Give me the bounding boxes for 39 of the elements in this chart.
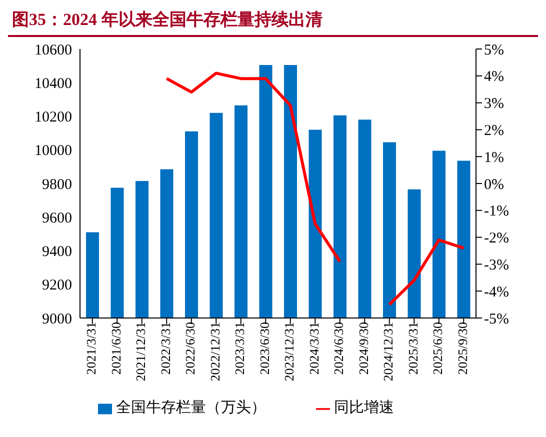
y2-tick-label: 1%: [484, 150, 504, 166]
x-tick-label: 2024/3/31: [306, 322, 322, 375]
legend-label: 同比增速: [334, 400, 394, 416]
x-tick-label: 2025/6/30: [430, 322, 446, 375]
y2-tick-label: -4%: [484, 284, 509, 300]
legend-label: 全国牛存栏量（万头）: [116, 400, 266, 416]
y-tick-label: 9400: [42, 244, 72, 260]
y-tick-label: 9000: [42, 311, 72, 328]
y-tick-label: 10600: [34, 42, 72, 58]
y2-tick-label: 0%: [484, 176, 504, 193]
x-tick-label: 2024/6/30: [331, 322, 346, 375]
x-tick-label: 2021/6/30: [108, 322, 124, 375]
y2-tick-label: 5%: [484, 42, 504, 58]
y2-tick-label: 2%: [484, 123, 504, 140]
x-tick-label: 2025/3/31: [405, 322, 420, 375]
y-tick-label: 9200: [42, 278, 72, 294]
y2-tick-label: 3%: [484, 96, 504, 112]
y2-tick-label: 4%: [484, 69, 504, 86]
y-tick-label: 10200: [34, 110, 72, 126]
x-tick-label: 2022/12/31: [207, 322, 222, 382]
y2-tick-label: -2%: [484, 230, 509, 247]
y2-tick-label: -1%: [484, 204, 509, 220]
x-tick-label: 2022/3/31: [158, 322, 173, 375]
x-tick-label: 2023/12/31: [282, 322, 297, 382]
y2-tick-label: -5%: [484, 311, 509, 328]
x-tick-label: 2024/12/31: [380, 322, 396, 382]
y2-tick-label: -3%: [484, 258, 509, 274]
chart-title: 图35：2024 年以来全国牛存栏量持续出清: [8, 8, 538, 37]
y-tick-label: 9600: [42, 210, 72, 226]
x-tick-label: 2023/3/31: [232, 322, 248, 375]
x-tick-label: 2023/6/30: [256, 322, 272, 375]
x-tick-label: 2022/6/30: [182, 322, 198, 375]
y-tick-label: 9800: [42, 176, 72, 193]
x-tick-label: 2021/3/31: [84, 322, 99, 375]
x-tick-label: 2021/12/31: [133, 322, 148, 382]
y-tick-label: 10400: [34, 76, 72, 92]
x-tick-label: 2024/9/30: [356, 322, 371, 375]
y-tick-label: 10000: [34, 143, 72, 160]
x-tick-label: 2025/9/30: [454, 322, 470, 375]
